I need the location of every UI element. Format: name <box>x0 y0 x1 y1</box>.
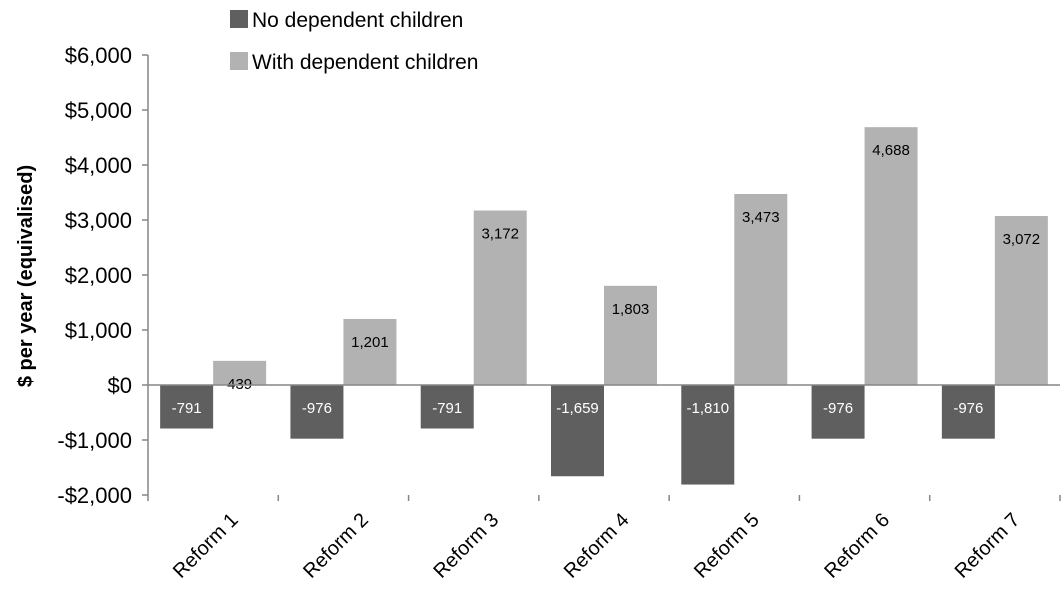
bar-with-children <box>473 210 527 385</box>
legend: No dependent children With dependent chil… <box>230 9 478 74</box>
data-label: 1,201 <box>351 334 389 351</box>
data-label: 1,803 <box>612 301 650 318</box>
category-label: Reform 7 <box>951 509 1025 583</box>
bar-with-children <box>994 216 1048 385</box>
data-label: -976 <box>953 400 983 417</box>
data-label: -1,659 <box>556 400 599 417</box>
y-tick-label: $3,000 <box>65 208 132 233</box>
bar-with-children <box>213 360 267 385</box>
category-label: Reform 4 <box>560 509 634 583</box>
y-tick-label: $6,000 <box>65 43 132 68</box>
bar-with-children <box>734 193 788 385</box>
y-tick-label: -$2,000 <box>57 483 132 508</box>
data-label: -791 <box>432 400 462 417</box>
category-label: Reform 1 <box>169 509 243 583</box>
bar-no-children <box>941 385 995 439</box>
bar-no-children <box>681 385 735 485</box>
data-label: 3,172 <box>481 226 519 243</box>
category-label: Reform 2 <box>299 509 373 583</box>
data-label: 3,072 <box>1003 231 1041 248</box>
data-label: 4,688 <box>872 142 910 159</box>
legend-swatch-with-children <box>230 52 248 70</box>
y-tick-label: $2,000 <box>65 263 132 288</box>
y-tick-label: $5,000 <box>65 98 132 123</box>
bar-no-children <box>420 385 474 429</box>
y-axis: $6,000 $5,000 $4,000 $3,000 $2,000 $1,000 $0 -$… <box>57 43 149 508</box>
y-tick-label: $1,000 <box>65 318 132 343</box>
bars: -791439-9761,201-7913,172-1,6591,803-1,8… <box>160 127 1048 485</box>
bar-no-children <box>811 385 865 439</box>
data-label: -976 <box>823 400 853 417</box>
data-label: -1,810 <box>687 400 730 417</box>
legend-swatch-no-children <box>230 10 248 28</box>
legend-label: No dependent children <box>252 9 463 32</box>
data-label: 3,473 <box>742 209 780 226</box>
bar-no-children <box>290 385 344 439</box>
y-tick-label: -$1,000 <box>57 428 132 453</box>
y-tick-label: $4,000 <box>65 153 132 178</box>
bar-with-children <box>343 318 397 385</box>
category-label: Reform 3 <box>430 509 504 583</box>
category-label: Reform 6 <box>820 509 894 583</box>
y-tick-label: $0 <box>108 373 132 398</box>
data-label: -791 <box>172 400 202 417</box>
y-axis-title: $ per year (equivalised) <box>15 165 37 387</box>
bar-with-children <box>604 285 657 385</box>
legend-label: With dependent children <box>252 51 478 74</box>
bar-no-children <box>551 385 604 477</box>
data-label: -976 <box>302 400 332 417</box>
bar-no-children <box>160 385 214 429</box>
category-label: Reform 5 <box>690 509 764 583</box>
bar-with-children <box>864 127 918 385</box>
